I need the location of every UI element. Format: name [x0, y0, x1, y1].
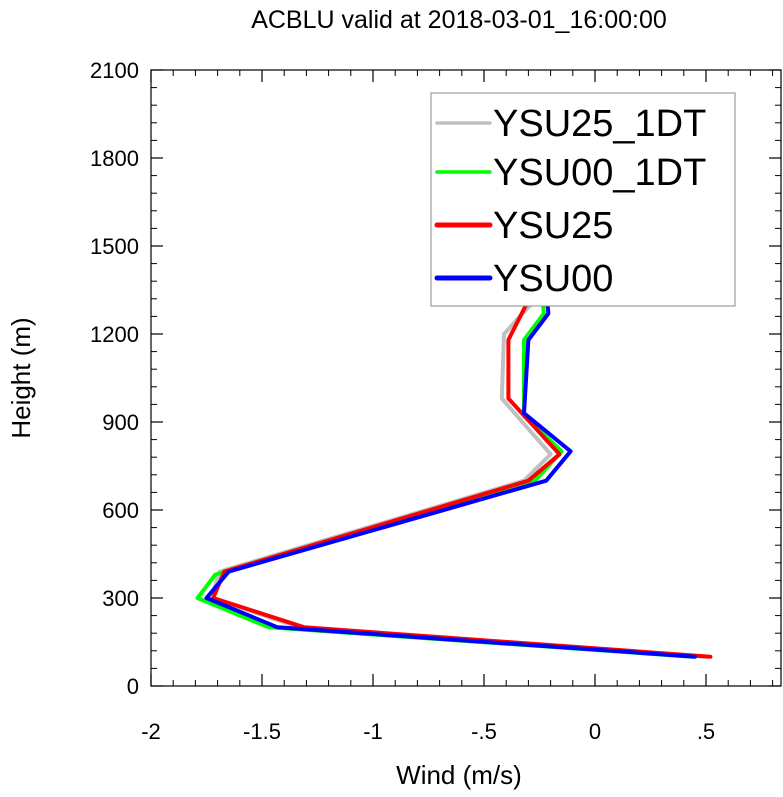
x-tick-label: 0: [589, 719, 601, 744]
x-tick-label: -2: [141, 719, 161, 744]
y-tick-label: 300: [102, 586, 139, 611]
legend-label: YSU00_1DT: [493, 152, 706, 194]
legend-box: [430, 92, 736, 307]
x-tick-label: -.5: [471, 719, 497, 744]
y-tick-label: 1800: [90, 146, 139, 171]
chart-title: ACBLU valid at 2018-03-01_16:00:00: [251, 6, 667, 34]
tick-layer: -2 -1.5 -1 -.5 0 .5 0 300 600 900 1200 1500 1800 2100: [90, 58, 781, 744]
legend-label: YSU25_1DT: [493, 103, 706, 145]
x-tick-label: .5: [697, 719, 715, 744]
y-tick-label: 900: [102, 410, 139, 435]
legend-label: YSU25: [493, 205, 613, 247]
y-axis-label: Height (m): [6, 317, 36, 438]
y-tick-label: 2100: [90, 58, 139, 83]
y-tick-label: 600: [102, 498, 139, 523]
x-axis-label: Wind (m/s): [396, 760, 522, 790]
legend-label: YSU00: [493, 258, 613, 300]
y-tick-label: 1500: [90, 234, 139, 259]
legend: YSU25_1DT YSU00_1DT YSU25 YSU00: [430, 92, 736, 307]
y-tick-label: 0: [127, 674, 139, 699]
x-tick-label: -1: [363, 719, 383, 744]
plot-frame: [150, 69, 782, 687]
y-tick-label: 1200: [90, 322, 139, 347]
x-tick-label: -1.5: [243, 719, 281, 744]
